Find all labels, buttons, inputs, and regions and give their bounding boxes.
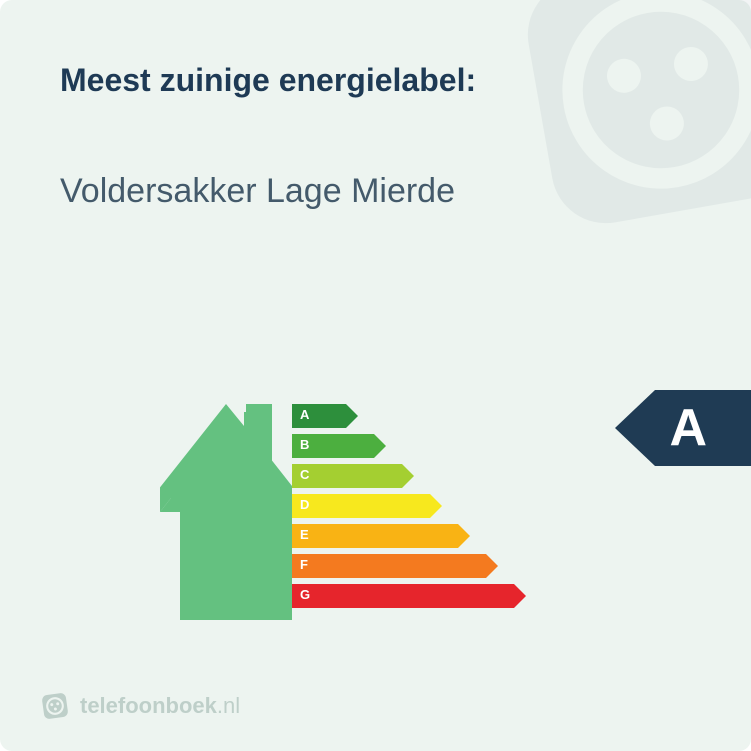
energy-label-card: { "heading": "Meest zuinige energielabel… — [0, 0, 751, 751]
callout-arrow-icon — [615, 390, 655, 466]
energy-bar-c: C — [292, 464, 526, 494]
energy-bar-label: C — [300, 467, 309, 482]
energy-bar-label: A — [300, 407, 309, 422]
energy-bar-f: F — [292, 554, 526, 584]
energy-bar-b: B — [292, 434, 526, 464]
footer-brand-light: .nl — [217, 693, 240, 718]
energy-bars: ABCDEFG — [292, 404, 526, 614]
footer-brand: telefoonboek.nl — [80, 693, 240, 719]
energy-bar-d: D — [292, 494, 526, 524]
brand-icon — [38, 689, 72, 723]
energy-bar-a: A — [292, 404, 526, 434]
heading: Meest zuinige energielabel: — [60, 62, 476, 99]
callout-value: A — [655, 390, 751, 466]
energy-bar-label: B — [300, 437, 309, 452]
energy-bar-label: G — [300, 587, 310, 602]
subheading: Voldersakker Lage Mierde — [60, 172, 455, 211]
rating-callout: A — [615, 390, 751, 466]
footer: telefoonboek.nl — [40, 691, 240, 721]
watermark-logo — [491, 0, 751, 260]
energy-bar-g: G — [292, 584, 526, 614]
energy-bar-label: F — [300, 557, 308, 572]
house-icon-overlay — [160, 390, 292, 620]
energy-chart: ABCDEFG — [160, 390, 500, 630]
footer-brand-bold: telefoonboek — [80, 693, 217, 718]
energy-bar-label: D — [300, 497, 309, 512]
energy-bar-label: E — [300, 527, 309, 542]
energy-bar-e: E — [292, 524, 526, 554]
